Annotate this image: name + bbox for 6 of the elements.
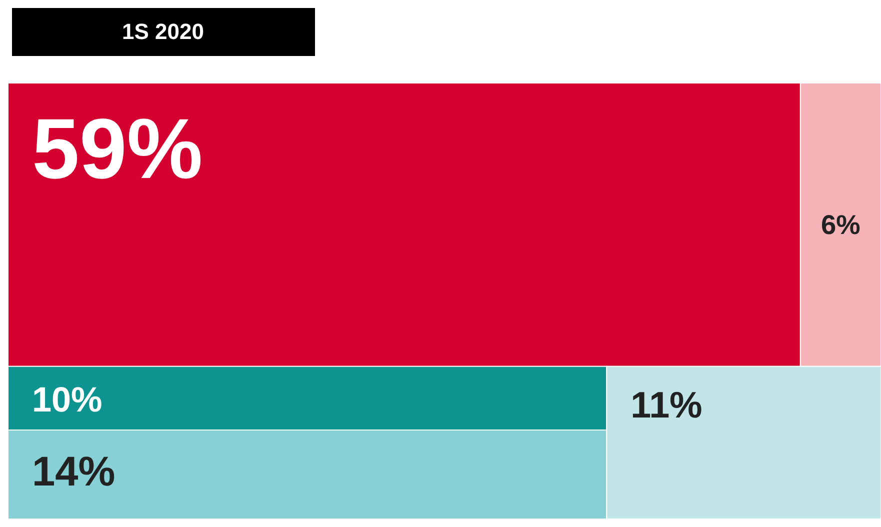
text: 1S 2020 — [122, 19, 204, 44]
data-label: 59% — [32, 102, 203, 197]
data-label: 10% — [32, 380, 102, 420]
data-label: 14% — [32, 447, 116, 494]
data-label: 11% — [630, 384, 702, 426]
data-label: 6% — [821, 209, 860, 240]
